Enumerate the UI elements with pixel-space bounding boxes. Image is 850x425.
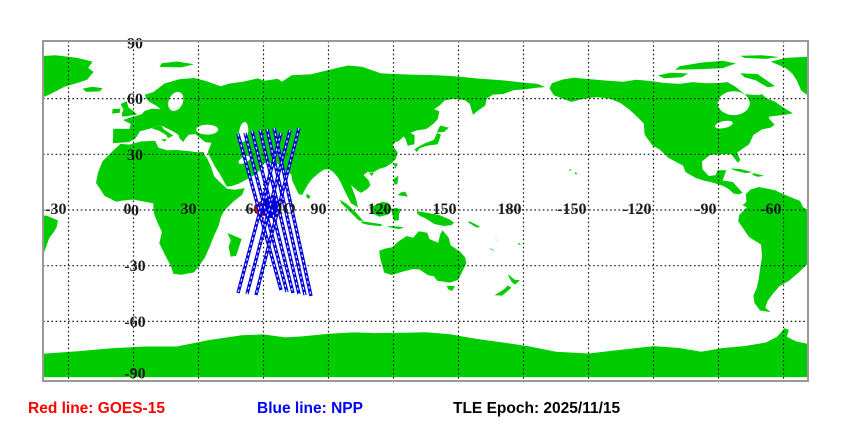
npp-track-ascending-dash [246, 129, 291, 295]
landmass [675, 60, 736, 70]
landmass [468, 221, 481, 228]
landmass [494, 285, 512, 296]
npp-track-descending-dash [259, 129, 300, 295]
graticule [43, 41, 808, 381]
landmass [770, 56, 808, 96]
lon-label: 150 [433, 201, 457, 218]
inland-sea [715, 120, 733, 129]
landmass [738, 187, 808, 313]
landmass [436, 125, 449, 133]
landmass [306, 193, 311, 199]
landmass [569, 168, 572, 171]
lat-label: -90 [124, 366, 145, 383]
lat-label: 90 [127, 36, 143, 53]
npp-track-descending-dash [244, 132, 288, 293]
landmass [518, 242, 522, 245]
graticule-labels: -30 0 30 60 90 120 150 180 -150 -120 -90 -609060300… [45, 36, 781, 383]
lon-label: 30 [181, 201, 197, 218]
lat-label: 0 [131, 203, 139, 220]
npp-track-ascending-dash [255, 127, 300, 296]
landmass [43, 328, 808, 378]
npp-track-descending-dash [251, 130, 294, 294]
landmass [361, 221, 382, 227]
inland-sea [717, 91, 750, 116]
landmass [43, 55, 94, 98]
lon-label: 90 [311, 201, 327, 218]
lon-label: 120 [368, 201, 392, 218]
landmass [397, 191, 408, 197]
landmass [369, 172, 374, 176]
npp-track-ascending-dash [237, 132, 282, 294]
indian-ocean-crossing-label: IO [277, 201, 296, 218]
landmass [339, 199, 364, 222]
landmass [96, 140, 245, 275]
landmass [160, 139, 167, 142]
landmass [752, 173, 765, 177]
lat-label: 60 [127, 91, 143, 108]
landmass [574, 171, 578, 175]
landmass [369, 201, 392, 217]
landmass [159, 61, 195, 68]
npp-ground-tracks [236, 127, 313, 297]
legend-epoch-label: TLE Epoch: 2025/11/15 [453, 400, 621, 417]
landmass [379, 230, 467, 283]
lon-label: -120 [622, 201, 651, 218]
landmass [488, 248, 496, 252]
landmass [494, 237, 499, 243]
landmass [740, 55, 780, 59]
lon-label: -150 [557, 201, 586, 218]
landmass [227, 233, 242, 257]
landmass [730, 168, 753, 174]
landmass [417, 211, 454, 226]
legend-red-label: Red line: GOES-15 [28, 400, 165, 417]
landmass [447, 285, 455, 291]
landmass [740, 73, 776, 88]
landmass [112, 65, 546, 208]
landmass [387, 226, 405, 230]
landmass [508, 274, 520, 285]
landmass [82, 86, 103, 92]
landmass [414, 132, 441, 153]
landmass [177, 132, 191, 142]
lon-label: -30 [45, 201, 66, 218]
lon-label: -60 [760, 201, 781, 218]
lat-label: -30 [124, 258, 145, 275]
lon-label: -90 [695, 201, 716, 218]
legend-blue-label: Blue line: NPP [257, 400, 363, 417]
lat-label: 30 [127, 147, 143, 164]
npp-track-descending-dash [273, 127, 312, 297]
inland-sea [168, 91, 184, 111]
landmass [393, 163, 398, 170]
inland-sea [196, 124, 219, 135]
lon-label: 0 [124, 201, 132, 218]
landmass [657, 72, 689, 79]
lat-label: -60 [124, 314, 145, 331]
map-frame [42, 40, 809, 382]
legend: Red line: GOES-15 Blue line: NPP TLE Epo… [28, 400, 621, 417]
lon-label: 180 [498, 201, 522, 218]
landmass [112, 108, 121, 114]
landmass [152, 125, 174, 139]
landmass [393, 175, 399, 185]
landmass [43, 215, 58, 254]
